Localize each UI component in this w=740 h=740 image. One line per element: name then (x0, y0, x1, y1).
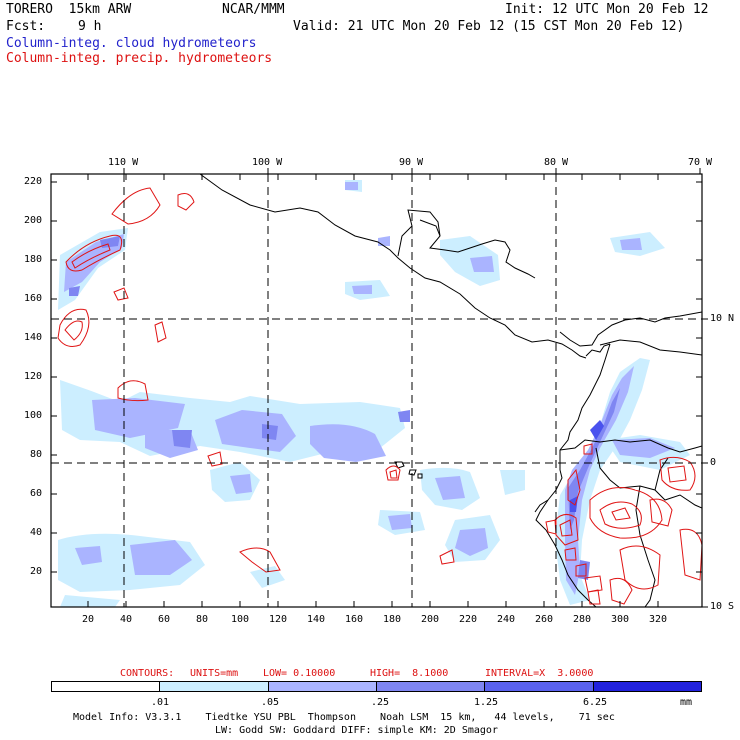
lat-label-10s: 10 S (710, 601, 735, 612)
x-tick-label: 240 (497, 614, 516, 625)
colorbar-bin (376, 682, 486, 691)
colorbar-label: 1.25 (474, 697, 499, 708)
y-tick-label: 180 (24, 254, 43, 265)
contours-label: CONTOURS: (120, 668, 175, 679)
x-tick-label: 320 (649, 614, 668, 625)
model-info: Model Info: V3.3.1 Tiedtke YSU PBL Thomp… (73, 712, 615, 723)
x-tick-label: 300 (611, 614, 630, 625)
center-label: NCAR/MMM (222, 2, 285, 17)
x-tick-label: 260 (535, 614, 554, 625)
forecast-hours: 9 h (78, 19, 102, 34)
y-tick-label: 120 (24, 371, 43, 382)
x-tick-label: 180 (383, 614, 402, 625)
forecast-label: Fcst: (6, 19, 46, 34)
lat-label-0: 0 (710, 457, 717, 468)
x-tick-label: 200 (421, 614, 440, 625)
y-tick-label: 80 (30, 449, 43, 460)
lon-label-100w: 100 W (252, 157, 283, 168)
x-tick-label: 80 (196, 614, 209, 625)
y-tick-label: 220 (24, 176, 43, 187)
x-tick-label: 100 (231, 614, 250, 625)
colorbar-label: .01 (151, 697, 170, 708)
colorbar-label: .05 (261, 697, 280, 708)
lon-label-70w: 70 W (688, 157, 713, 168)
x-tick-label: 40 (120, 614, 133, 625)
cloud-fill-dark (69, 236, 620, 580)
precip-title: Column-integ. precip. hydrometeors (6, 51, 273, 66)
x-tick-label: 280 (573, 614, 592, 625)
contours-low: LOW= 0.10000 (263, 668, 336, 679)
lon-label-90w: 90 W (399, 157, 424, 168)
contours-high: HIGH= 8.1000 (370, 668, 449, 679)
shading-layer (58, 180, 690, 607)
cloud-title: Column-integ. cloud hydrometeors (6, 36, 257, 51)
y-tick-label: 20 (30, 566, 43, 577)
colorbar-label: .25 (371, 697, 390, 708)
x-tick-label: 140 (307, 614, 326, 625)
y-tick-label: 140 (24, 332, 43, 343)
x-tick-label: 120 (269, 614, 288, 625)
lon-label-80w: 80 W (544, 157, 569, 168)
lon-tick-marks (123, 168, 708, 608)
colorbar-bin (52, 682, 161, 691)
contours-interval: INTERVAL=X 3.0000 (485, 668, 594, 679)
physics-info: LW: Godd SW: Goddard DIFF: simple KM: 2D… (215, 725, 498, 736)
y-tick-label: 60 (30, 488, 43, 499)
contours-units: UNITS=mm (190, 668, 239, 679)
valid-time: Valid: 21 UTC Mon 20 Feb 12 (15 CST Mon … (293, 19, 685, 34)
y-tick-marks (51, 181, 702, 573)
lon-label-110w: 110 W (108, 157, 139, 168)
colorbar-bin (485, 682, 594, 691)
model-title: TORERO 15km ARW (6, 2, 132, 17)
colorbar-unit: mm (680, 697, 693, 708)
colorbar-bin (593, 682, 701, 691)
x-tick-label: 220 (459, 614, 478, 625)
init-time: Init: 12 UTC Mon 20 Feb 12 (505, 2, 709, 17)
lat-label-10n: 10 N (710, 313, 735, 324)
colorbar (51, 681, 702, 692)
colorbar-bin (160, 682, 269, 691)
colorbar-bin (268, 682, 377, 691)
y-tick-label: 40 (30, 527, 43, 538)
coastlines (199, 174, 702, 607)
x-tick-label: 160 (345, 614, 364, 625)
x-tick-label: 20 (82, 614, 95, 625)
y-tick-label: 160 (24, 293, 43, 304)
plot-frame (50, 173, 703, 608)
x-tick-marks (87, 174, 659, 607)
colorbar-label: 6.25 (583, 697, 608, 708)
y-tick-label: 100 (24, 410, 43, 421)
x-tick-label: 60 (158, 614, 171, 625)
graticule (51, 174, 702, 607)
y-tick-label: 200 (24, 215, 43, 226)
